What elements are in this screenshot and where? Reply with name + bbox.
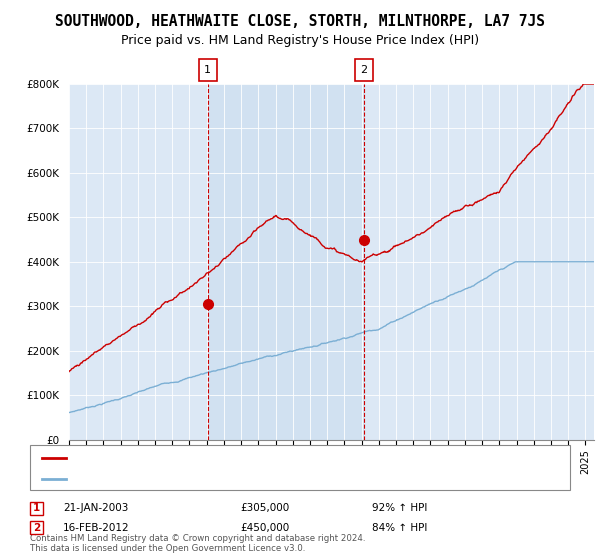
Text: £450,000: £450,000 [240,522,289,533]
Text: 2: 2 [360,65,367,75]
Text: SOUTHWOOD, HEATHWAITE CLOSE, STORTH, MILNTHORPE, LA7 7JS: SOUTHWOOD, HEATHWAITE CLOSE, STORTH, MIL… [55,14,545,29]
Text: 1: 1 [33,503,40,514]
Text: Contains HM Land Registry data © Crown copyright and database right 2024.
This d: Contains HM Land Registry data © Crown c… [30,534,365,553]
Text: 92% ↑ HPI: 92% ↑ HPI [372,503,427,514]
Text: HPI: Average price, detached house, Westmorland and Furness: HPI: Average price, detached house, West… [72,474,371,483]
Text: 2: 2 [33,522,40,533]
Text: 1: 1 [204,65,211,75]
Text: 21-JAN-2003: 21-JAN-2003 [63,503,128,514]
Bar [208,84,364,440]
Text: 84% ↑ HPI: 84% ↑ HPI [372,522,427,533]
Text: Price paid vs. HM Land Registry's House Price Index (HPI): Price paid vs. HM Land Registry's House … [121,34,479,46]
Text: 16-FEB-2012: 16-FEB-2012 [63,522,130,533]
Text: SOUTHWOOD, HEATHWAITE CLOSE, STORTH, MILNTHORPE, LA7 7JS (detached house): SOUTHWOOD, HEATHWAITE CLOSE, STORTH, MIL… [72,453,477,462]
Text: £305,000: £305,000 [240,503,289,514]
